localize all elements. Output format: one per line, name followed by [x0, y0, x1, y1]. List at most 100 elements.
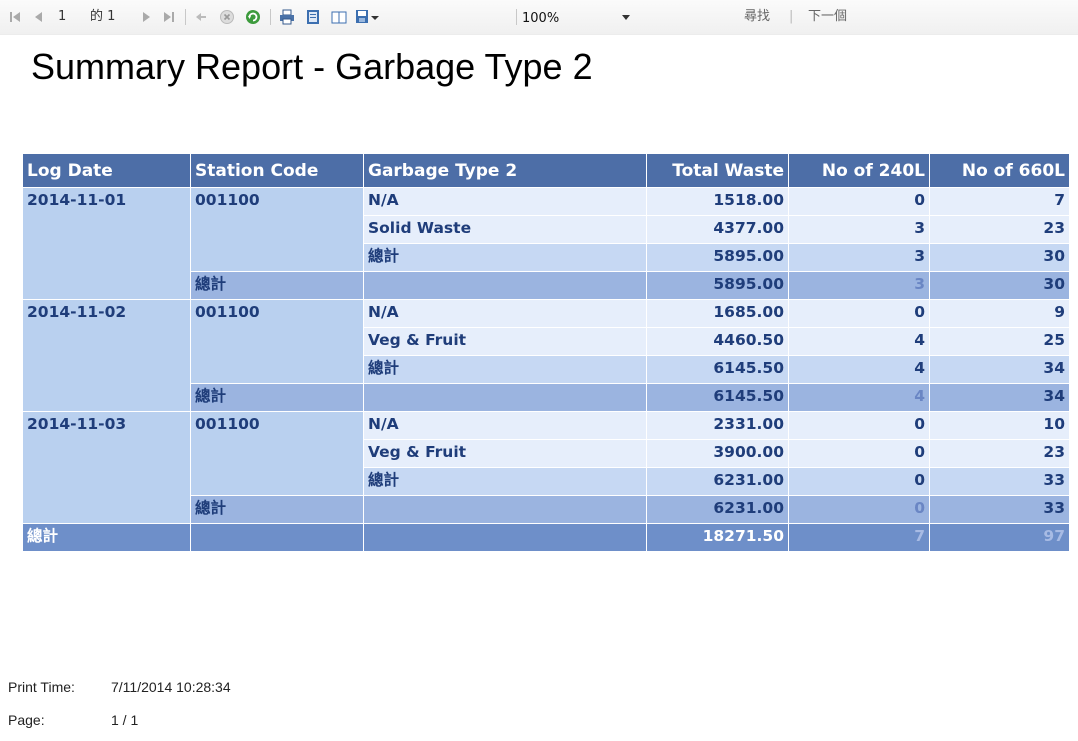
refresh-icon[interactable]	[244, 8, 262, 26]
page-line: Page: 1 / 1	[8, 712, 138, 728]
date-subtotal-no-660l: 33	[929, 495, 1070, 524]
column-header-no-660l: No of 660L	[929, 153, 1070, 188]
total-waste-cell: 2331.00	[646, 411, 789, 440]
subtotal-no-240l: 0	[788, 467, 930, 496]
station-subtotal-row: 總計 6145.50 4 34	[23, 355, 1070, 384]
page-number-input[interactable]: 1	[58, 9, 67, 24]
grand-total-total-waste: 18271.50	[646, 523, 789, 552]
no-240l-cell: 0	[788, 299, 930, 328]
date-subtotal-label: 總計	[190, 495, 364, 524]
summary-table: Log Date Station Code Garbage Type 2 Tot…	[22, 153, 1070, 552]
garbage-type-cell: N/A	[363, 299, 647, 328]
no-660l-cell: 9	[929, 299, 1070, 328]
page-count-label: 的 1	[90, 9, 116, 24]
no-240l-cell: 0	[788, 411, 930, 440]
total-waste-cell: 4460.50	[646, 327, 789, 356]
print-layout-icon[interactable]	[304, 8, 322, 26]
empty-cell	[363, 383, 647, 412]
garbage-type-cell: Veg & Fruit	[363, 439, 647, 468]
stop-icon[interactable]	[218, 8, 236, 26]
station-code-cell: 001100	[190, 411, 364, 496]
zoom-value: 100%	[522, 11, 560, 26]
report-viewer-toolbar: 1 的 1 100% 尋找 | 下一個	[0, 0, 1078, 35]
garbage-type-cell: N/A	[363, 411, 647, 440]
subtotal-no-660l: 33	[929, 467, 1070, 496]
table-header-row: Log Date Station Code Garbage Type 2 Tot…	[22, 153, 1070, 188]
date-subtotal-label: 總計	[190, 271, 364, 300]
page-label: Page:	[8, 712, 45, 728]
no-660l-cell: 23	[929, 439, 1070, 468]
no-240l-cell: 4	[788, 327, 930, 356]
subtotal-no-660l: 30	[929, 243, 1070, 272]
empty-cell	[363, 495, 647, 524]
subtotal-no-660l: 34	[929, 355, 1070, 384]
total-waste-cell: 1685.00	[646, 299, 789, 328]
subtotal-label: 總計	[363, 355, 647, 384]
find-next-link[interactable]: 下一個	[808, 9, 848, 24]
date-subtotal-total-waste: 5895.00	[646, 271, 789, 300]
print-time-label: Print Time:	[8, 679, 75, 695]
next-page-icon[interactable]	[137, 8, 155, 26]
log-date-cell: 2014-11-02	[22, 299, 191, 412]
log-date-cell: 2014-11-01	[22, 187, 191, 300]
total-waste-cell: 3900.00	[646, 439, 789, 468]
last-page-icon[interactable]	[160, 8, 178, 26]
subtotal-no-240l: 3	[788, 243, 930, 272]
no-240l-cell: 3	[788, 215, 930, 244]
print-time-line: Print Time: 7/11/2014 10:28:34	[8, 679, 231, 695]
toolbar-separator	[516, 9, 517, 25]
total-waste-cell: 1518.00	[646, 187, 789, 216]
date-subtotal-row: 總計 6145.50 4 34	[23, 383, 1070, 412]
column-header-station-code: Station Code	[190, 153, 364, 188]
report-title: Summary Report - Garbage Type 2	[31, 46, 593, 87]
toolbar-separator	[185, 9, 186, 25]
grand-total-no-240l: 7	[788, 523, 930, 552]
find-link[interactable]: 尋找	[744, 9, 771, 24]
chevron-down-icon	[622, 15, 630, 20]
export-dropdown-icon[interactable]	[370, 8, 380, 26]
table-row: 2014-11-03 001100 N/A 2331.00 0 10	[22, 411, 1070, 524]
date-subtotal-row: 總計 5895.00 3 30	[23, 271, 1070, 300]
subtotal-label: 總計	[363, 467, 647, 496]
back-icon[interactable]	[192, 8, 210, 26]
garbage-type-cell: Veg & Fruit	[363, 327, 647, 356]
station-subtotal-row: 總計 5895.00 3 30	[23, 243, 1070, 272]
subtotal-total-waste: 6231.00	[646, 467, 789, 496]
no-660l-cell: 7	[929, 187, 1070, 216]
date-subtotal-no-660l: 34	[929, 383, 1070, 412]
no-240l-cell: 0	[788, 187, 930, 216]
log-date-cell: 2014-11-03	[22, 411, 191, 524]
garbage-type-cell: Solid Waste	[363, 215, 647, 244]
subtotal-total-waste: 5895.00	[646, 243, 789, 272]
date-subtotal-label: 總計	[190, 383, 364, 412]
station-subtotal-row: 總計 6231.00 0 33	[23, 467, 1070, 496]
subtotal-label: 總計	[363, 243, 647, 272]
grand-total-label: 總計	[22, 523, 191, 552]
grand-total-no-660l: 97	[929, 523, 1070, 552]
date-subtotal-no-660l: 30	[929, 271, 1070, 300]
page-setup-icon[interactable]	[330, 8, 348, 26]
no-660l-cell: 10	[929, 411, 1070, 440]
zoom-select[interactable]: 100%	[522, 7, 630, 27]
no-660l-cell: 25	[929, 327, 1070, 356]
total-waste-cell: 4377.00	[646, 215, 789, 244]
date-subtotal-no-240l: 0	[788, 495, 930, 524]
subtotal-total-waste: 6145.50	[646, 355, 789, 384]
station-code-cell: 001100	[190, 187, 364, 272]
garbage-type-cell: N/A	[363, 187, 647, 216]
column-header-total-waste: Total Waste	[646, 153, 789, 188]
empty-cell	[363, 523, 647, 552]
export-icon[interactable]	[354, 8, 372, 26]
print-icon[interactable]	[278, 8, 296, 26]
empty-cell	[363, 271, 647, 300]
empty-cell	[190, 523, 364, 552]
station-code-cell: 001100	[190, 299, 364, 384]
grand-total-row: 總計 18271.50 7 97	[22, 523, 1070, 552]
subtotal-no-240l: 4	[788, 355, 930, 384]
column-header-log-date: Log Date	[22, 153, 191, 188]
column-header-no-240l: No of 240L	[788, 153, 930, 188]
date-subtotal-no-240l: 3	[788, 271, 930, 300]
first-page-icon[interactable]	[6, 8, 24, 26]
previous-page-icon[interactable]	[30, 8, 48, 26]
no-240l-cell: 0	[788, 439, 930, 468]
